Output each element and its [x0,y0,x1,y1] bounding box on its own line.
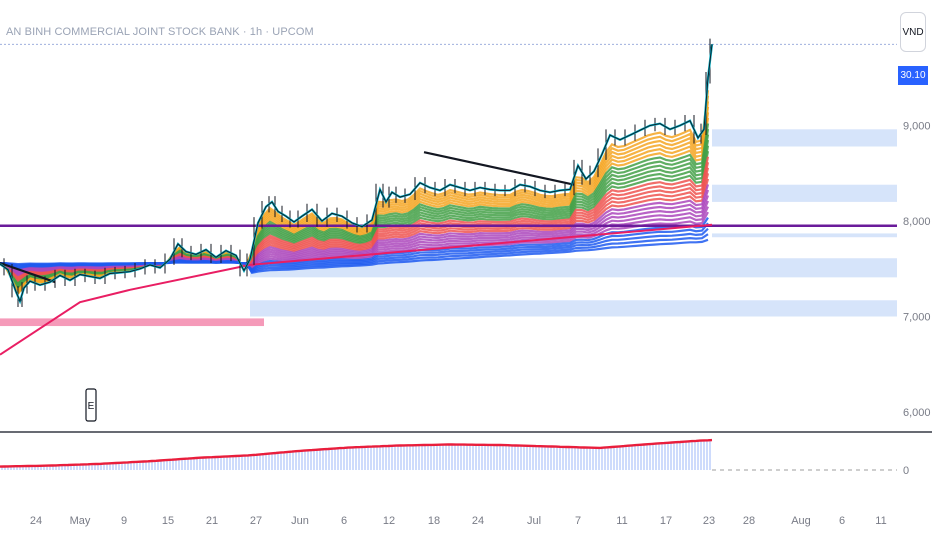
x-tick-label: 18 [428,515,440,527]
price-line-core[interactable] [0,44,713,303]
last-price-label: 30.10 [898,66,928,85]
x-tick-label: 24 [472,515,484,527]
x-tick-label: May [70,515,91,527]
oscillator-y-tick-label: 0 [903,465,909,477]
x-tick-label: Jul [527,515,541,527]
earnings-marker[interactable]: E [85,388,97,422]
y-tick-label: 7,000 [903,312,931,324]
axes: 9,000 8,000 7,000 6,000 0 24 May 9 15 21 27 Jun 6 12 1… [0,121,932,527]
ma-ribbon-line [0,238,709,275]
x-tick-label: Jun [291,515,309,527]
y-tick-label: 9,000 [903,121,931,133]
support-zone [712,184,897,202]
x-tick-label: 6 [341,515,347,527]
x-tick-label: 24 [30,515,42,527]
x-tick-label: 7 [575,515,581,527]
y-tick-label: 6,000 [903,407,931,419]
indicator-lines [0,151,897,356]
pink-zone [0,318,264,327]
support-zone [712,233,897,238]
y-tick-label: 8,000 [903,216,931,228]
support-zones [0,43,897,327]
support-zone [250,300,897,317]
x-tick-label: 12 [383,515,395,527]
rising-moving-average [0,223,713,356]
x-tick-label: 6 [839,515,845,527]
x-tick-label: 9 [121,515,127,527]
x-tick-label: 28 [743,515,755,527]
support-zone [250,258,897,278]
oscillator-line[interactable] [0,438,713,468]
x-tick-label: 11 [875,515,886,527]
earnings-marker-label: E [88,401,95,412]
trendline [423,151,575,186]
trendline [0,261,56,284]
price-series[interactable]: E [0,38,714,422]
x-tick-label: 11 [616,515,627,527]
x-tick-label: 15 [162,515,174,527]
x-tick-label: 21 [206,515,218,527]
x-tick-label: 27 [250,515,262,527]
ma-ribbon [0,90,710,296]
x-tick-label: 23 [703,515,715,527]
x-tick-label: 17 [660,515,672,527]
currency-button[interactable]: VND [900,12,926,52]
x-tick-label: Aug [791,515,811,527]
symbol-title: AN BINH COMMERCIAL JOINT STOCK BANK · 1h… [6,26,314,38]
oscillator-pane[interactable] [0,438,897,471]
earnings-marker-box[interactable] [85,388,97,422]
support-zone [712,129,897,147]
